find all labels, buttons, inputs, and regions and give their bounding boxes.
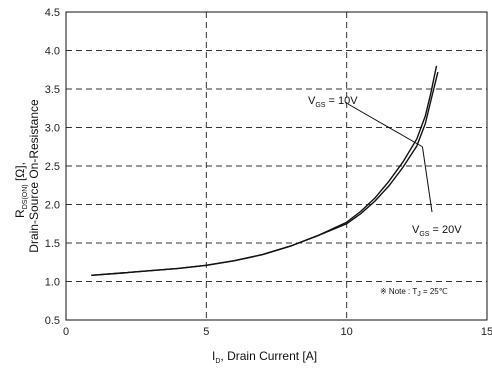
curves: [91, 65, 439, 276]
x-tick-label: 10: [341, 326, 353, 338]
y-tick-label: 2.0: [45, 200, 60, 212]
series-vgs-20v-line: [91, 71, 439, 276]
y-tick-label: 1.5: [45, 238, 60, 250]
tick-labels: 0.5 1.0 1.5 2.0 2.5 3.0 3.5 4.0 4.5 0 5 10 15: [45, 7, 492, 338]
y-tick-label: 0.5: [45, 315, 60, 327]
y-tick-label: 1.0: [45, 277, 60, 289]
y-axis-label-line1: RDS(ON) [Ω],: [13, 162, 29, 218]
vgs10-leader-line: [347, 103, 423, 148]
y-axis-label-line2: Drain-Source On-Resistance: [27, 99, 41, 253]
x-tick-label: 5: [203, 326, 209, 338]
note-tj: ※ Note : TJ = 25℃: [380, 287, 448, 298]
vgs20-label: VGS = 20V: [412, 224, 462, 238]
x-axis-label: ID, Drain Current [A]: [212, 349, 317, 365]
y-tick-label: 3.5: [45, 84, 60, 96]
series-vgs-10v-line: [91, 65, 438, 276]
y-tick-label: 3.0: [45, 123, 60, 135]
vgs20-leader-line: [421, 146, 433, 213]
y-tick-label: 4.5: [45, 7, 60, 19]
y-tick-label: 2.5: [45, 161, 60, 173]
y-tick-label: 4.0: [45, 46, 60, 58]
plot-frame: [65, 11, 488, 321]
grid: [66, 12, 487, 320]
vgs10-label: VGS = 10V: [308, 95, 358, 109]
x-tick-label: 0: [63, 326, 69, 338]
x-tick-label: 15: [481, 326, 492, 338]
